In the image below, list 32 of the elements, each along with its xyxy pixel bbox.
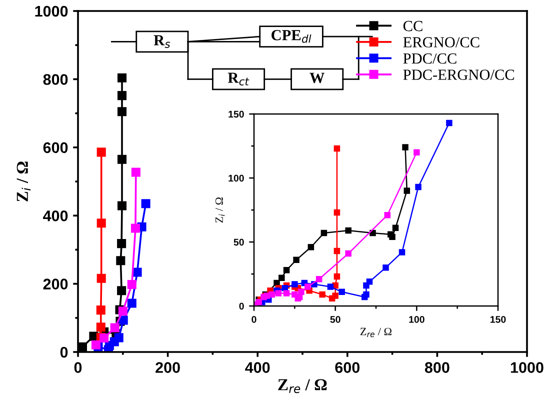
y-tick-label: 200 <box>43 278 68 290</box>
y-tick-label: 0 <box>60 346 68 358</box>
legend-label: PDC-ERGNO/CC <box>403 70 514 80</box>
annotation: W <box>310 72 324 84</box>
x-tick-label: 0 <box>74 362 82 373</box>
annotation: R$_{s}$ <box>154 35 170 48</box>
y-tick-label: 50 <box>234 238 244 246</box>
y-tick-label: 100 <box>228 174 244 182</box>
x-axis-title: Z$_{re}$ / Ω <box>278 379 327 394</box>
y-tick-label: 1000 <box>35 6 68 17</box>
x-tick-label: 150 <box>490 316 506 323</box>
y-axis-title: Z$_{i}$ / Ω <box>215 197 225 223</box>
y-tick-label: 800 <box>43 74 68 85</box>
x-tick-label: 100 <box>409 316 424 323</box>
x-tick-label: 400 <box>245 362 270 373</box>
x-tick-label: 800 <box>424 362 450 373</box>
x-tick-label: 200 <box>156 362 180 373</box>
x-tick-label: 50 <box>330 316 340 323</box>
y-tick-label: 600 <box>43 142 68 154</box>
annotation: CPE$_{dl}$ <box>272 30 312 43</box>
x-tick-label: 1000 <box>510 362 544 373</box>
legend-label: CC <box>403 20 422 32</box>
legend-label: ERGNO/CC <box>403 37 480 48</box>
y-tick-label: 400 <box>43 210 68 222</box>
x-tick-label: 0 <box>252 316 256 323</box>
annotation: R$_{ct}$ <box>228 72 250 86</box>
y-tick-label: 0 <box>239 302 244 310</box>
x-axis-title: Z$_{re}$ / Ω <box>360 328 392 338</box>
y-axis-title: Z$_{i}$ / Ω <box>16 162 31 202</box>
legend-label: PDC/CC <box>403 53 456 64</box>
y-tick-label: 150 <box>228 110 244 118</box>
x-tick-label: 600 <box>335 362 360 373</box>
